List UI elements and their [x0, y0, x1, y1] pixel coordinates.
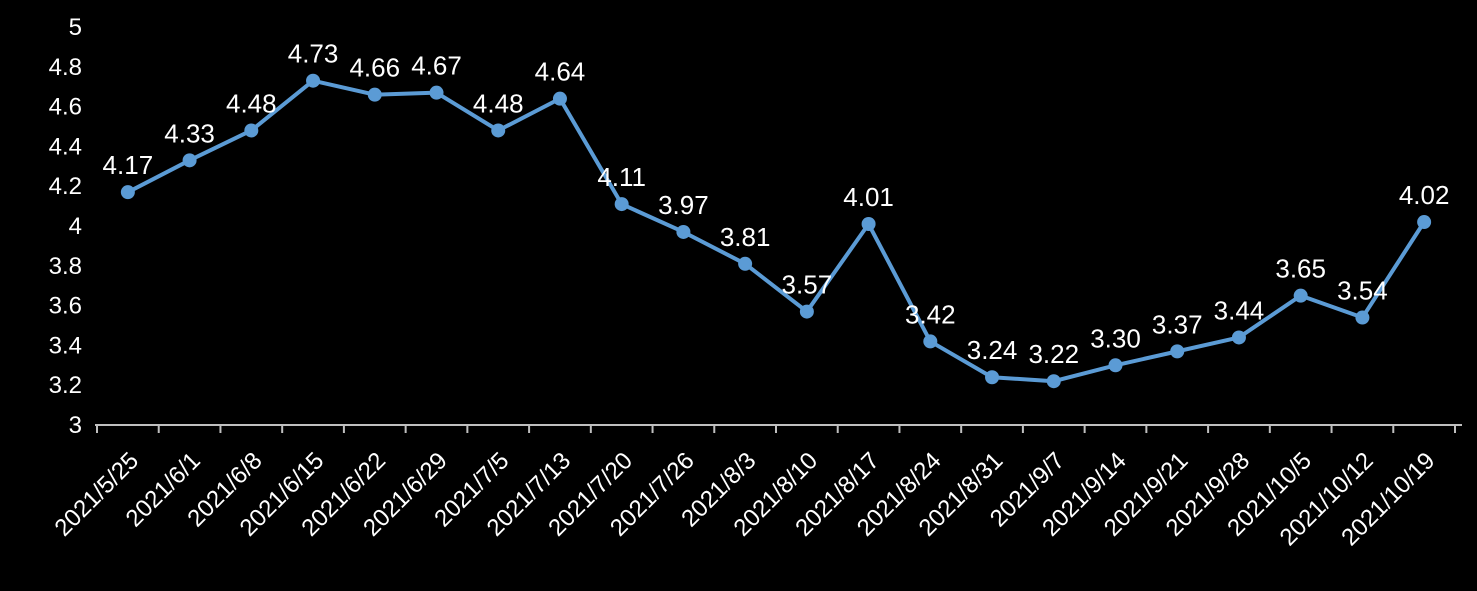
data-label: 3.65 [1275, 254, 1326, 284]
data-label: 3.42 [905, 299, 956, 329]
data-point [120, 185, 135, 200]
data-point [614, 197, 629, 212]
series-line [125, 78, 1427, 384]
data-label: 4.02 [1399, 180, 1450, 210]
data-label: 3.24 [967, 335, 1018, 365]
data-label: 4.11 [597, 162, 646, 192]
data-label: 4.17 [103, 150, 154, 180]
data-point [738, 256, 753, 271]
data-label: 4.33 [164, 118, 215, 148]
y-axis-label: 4 [69, 213, 82, 240]
data-point [861, 217, 876, 232]
data-point [182, 153, 197, 168]
data-point [1417, 215, 1432, 230]
data-point [923, 334, 938, 349]
data-point [1170, 344, 1185, 359]
data-label: 3.37 [1152, 309, 1203, 339]
data-point [491, 123, 506, 138]
data-point [1046, 374, 1061, 389]
data-label: 4.64 [535, 57, 586, 87]
data-point [552, 91, 567, 106]
data-label: 3.22 [1028, 339, 1079, 369]
data-label: 3.97 [658, 190, 709, 220]
data-point [1231, 330, 1246, 345]
data-label: 3.57 [782, 270, 833, 300]
y-axis-label: 3.6 [49, 293, 82, 320]
y-axis-label: 5 [69, 14, 82, 41]
data-label: 3.54 [1337, 276, 1388, 306]
data-point [244, 123, 259, 138]
y-axis-label: 4.4 [49, 133, 82, 160]
data-label: 4.48 [473, 88, 524, 118]
data-label: 3.30 [1090, 323, 1141, 353]
data-label: 4.66 [349, 53, 400, 83]
y-axis-label: 3.8 [49, 253, 82, 280]
data-point [306, 73, 321, 88]
data-point [1293, 288, 1308, 303]
y-axis-label: 3 [69, 412, 82, 439]
data-label: 4.01 [843, 182, 894, 212]
data-label: 4.67 [411, 51, 462, 81]
y-axis-label: 3.4 [49, 332, 82, 359]
data-point [1355, 310, 1370, 325]
data-label: 4.73 [288, 39, 339, 69]
data-point [429, 85, 444, 100]
data-point [676, 224, 691, 239]
x-axis-label: 2021/5/25 [50, 447, 145, 542]
data-label: 4.48 [226, 88, 277, 118]
y-axis-label: 4.8 [49, 54, 82, 81]
data-point [799, 304, 814, 319]
data-point [1108, 358, 1123, 373]
y-axis-label: 4.2 [49, 173, 82, 200]
y-axis-label: 4.6 [49, 94, 82, 121]
data-label: 3.81 [720, 222, 771, 252]
data-label: 3.44 [1214, 295, 1265, 325]
data-point [985, 370, 1000, 385]
data-point [367, 87, 382, 102]
y-axis-label: 3.2 [49, 372, 82, 399]
